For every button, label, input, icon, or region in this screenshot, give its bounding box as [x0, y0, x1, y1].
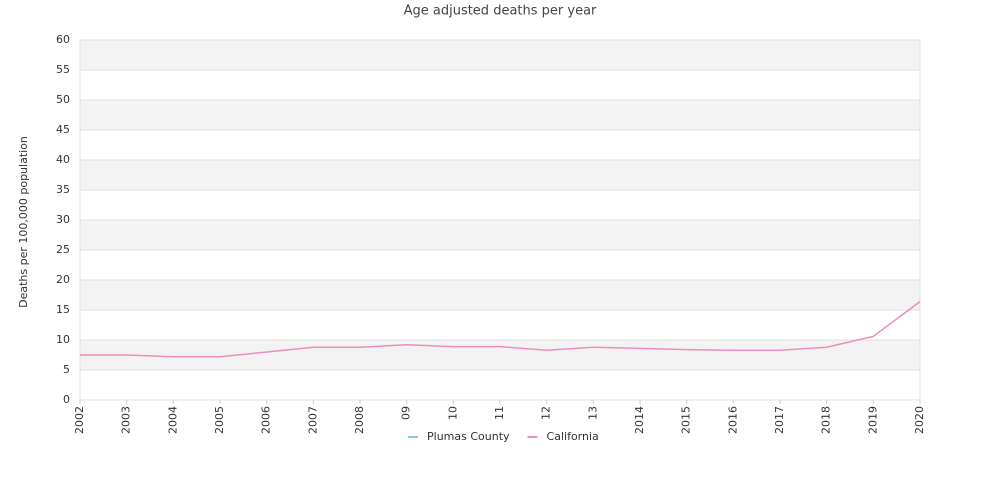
y-tick-label: 0 [63, 393, 70, 406]
x-tick-label: 2015 [680, 406, 693, 434]
x-tick-label: 2017 [773, 406, 786, 434]
band [80, 100, 920, 130]
x-tick-label: 2003 [120, 406, 133, 434]
x-tick-label: 2016 [726, 406, 739, 434]
x-tick-label: 2019 [866, 406, 879, 434]
y-tick-label: 40 [56, 153, 70, 166]
x-tick-label: 12 [540, 406, 553, 420]
x-tick-label: 2006 [260, 406, 273, 434]
legend-label: California [547, 430, 599, 443]
x-tick-label: 09 [400, 406, 413, 420]
x-tick-label: 11 [493, 406, 506, 420]
x-tick-label: 13 [586, 406, 599, 420]
legend-label: Plumas County [427, 430, 510, 443]
y-tick-label: 15 [56, 303, 70, 316]
chart-title: Age adjusted deaths per year [404, 4, 597, 19]
x-tick-label: 2020 [913, 406, 926, 434]
y-tick-label: 45 [56, 123, 70, 136]
series-line [80, 300, 921, 358]
x-tick-label: 2002 [73, 406, 86, 434]
band [80, 220, 920, 250]
band [80, 40, 920, 70]
y-tick-label: 25 [56, 243, 70, 256]
y-tick-label: 60 [56, 33, 70, 46]
y-tick-label: 10 [56, 333, 70, 346]
band [80, 340, 920, 370]
x-tick-label: 2005 [213, 406, 226, 434]
y-tick-label: 5 [63, 363, 70, 376]
band [80, 280, 920, 310]
y-tick-label: 50 [56, 93, 70, 106]
y-axis-label: Deaths per 100,000 population [17, 136, 30, 308]
y-tick-label: 35 [56, 183, 70, 196]
x-tick-label: 2014 [633, 406, 646, 434]
x-tick-label: 2008 [353, 406, 366, 434]
y-tick-label: 55 [56, 63, 70, 76]
x-tick-label: 2007 [306, 406, 319, 434]
y-tick-label: 30 [56, 213, 70, 226]
x-tick-label: 10 [446, 406, 459, 420]
x-tick-label: 2004 [166, 406, 179, 434]
y-tick-label: 20 [56, 273, 70, 286]
x-tick-label: 2018 [820, 406, 833, 434]
band [80, 160, 920, 190]
